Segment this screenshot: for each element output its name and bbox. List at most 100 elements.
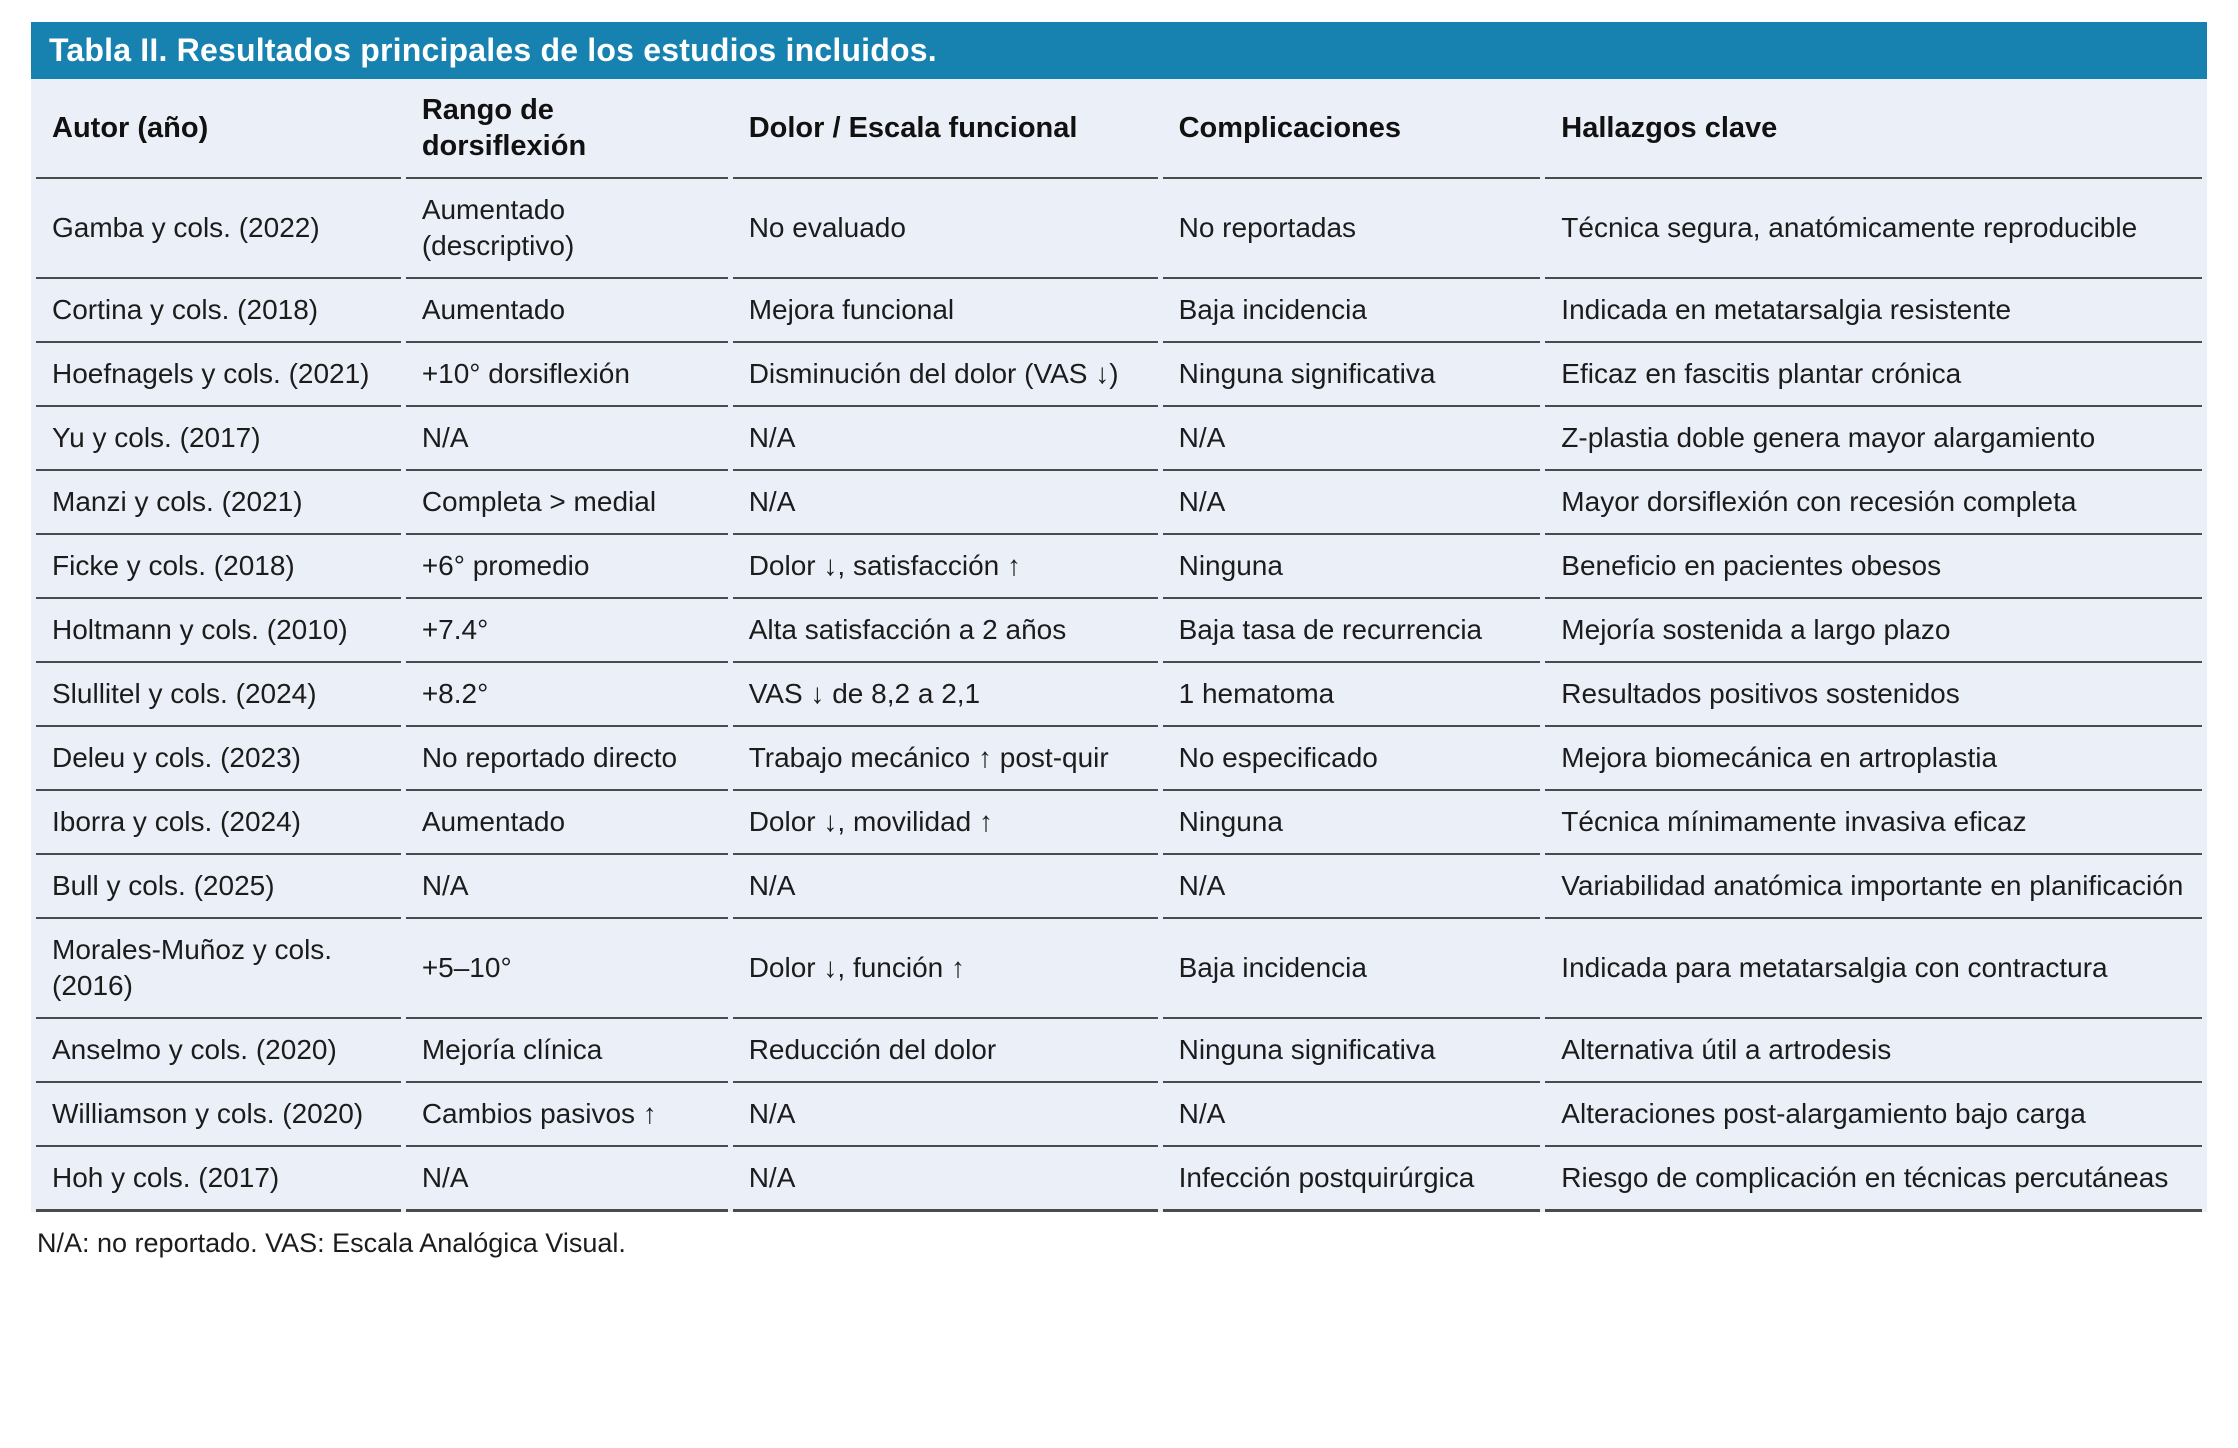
table-cell: Mejoría sostenida a largo plazo: [1545, 599, 2202, 663]
table-cell: +5–10°: [405, 919, 728, 1019]
table-row: Cortina y cols. (2018) Aumentado Mejora fu…: [36, 279, 2202, 343]
table-cell: N/A: [1162, 855, 1541, 919]
column-header-dolor-escala-funcional: Dolor / Escala funcional: [732, 79, 1158, 179]
table-cell: Iborra y cols. (2024): [36, 791, 401, 855]
table-cell: N/A: [732, 855, 1158, 919]
table-cell: N/A: [732, 407, 1158, 471]
table-title: Tabla II. Resultados principales de los …: [49, 32, 937, 68]
table-cell: Holtmann y cols. (2010): [36, 599, 401, 663]
table-cell: Ninguna significativa: [1162, 343, 1541, 407]
table-cell: Dolor ↓, movilidad ↑: [732, 791, 1158, 855]
page: Tabla II. Resultados principales de los …: [31, 22, 2207, 1258]
table-cell: Ninguna: [1162, 791, 1541, 855]
table-cell: Bull y cols. (2025): [36, 855, 401, 919]
table-cell: Indicada para metatarsalgia con contract…: [1545, 919, 2202, 1019]
table-cell: Completa > medial: [405, 471, 728, 535]
table-cell: N/A: [1162, 1083, 1541, 1147]
table-cell: Disminución del dolor (VAS ↓): [732, 343, 1158, 407]
table-cell: Técnica mínimamente invasiva eficaz: [1545, 791, 2202, 855]
table-cell: Baja incidencia: [1162, 279, 1541, 343]
table-cell: Alta satisfacción a 2 años: [732, 599, 1158, 663]
table-cell: Dolor ↓, función ↑: [732, 919, 1158, 1019]
table-cell: N/A: [1162, 407, 1541, 471]
table-cell: Aumentado: [405, 279, 728, 343]
table-row: Hoefnagels y cols. (2021) +10° dorsiflexi…: [36, 343, 2202, 407]
table-cell: Hoefnagels y cols. (2021): [36, 343, 401, 407]
table-row: Yu y cols. (2017) N/A N/A N/A Z-plastia dobl…: [36, 407, 2202, 471]
table-cell: Deleu y cols. (2023): [36, 727, 401, 791]
table-cell: Infección postquirúrgica: [1162, 1147, 1541, 1212]
table-row: Williamson y cols. (2020) Cambios pasivos…: [36, 1083, 2202, 1147]
table-cell: Gamba y cols. (2022): [36, 179, 401, 279]
table-cell: Yu y cols. (2017): [36, 407, 401, 471]
table-footnote: N/A: no reportado. VAS: Escala Analógica…: [37, 1228, 626, 1258]
table-cell: Mejoría clínica: [405, 1019, 728, 1083]
table-cell: Trabajo mecánico ↑ post-quir: [732, 727, 1158, 791]
table-cell: Williamson y cols. (2020): [36, 1083, 401, 1147]
table-cell: +10° dorsiflexión: [405, 343, 728, 407]
table-cell: N/A: [405, 855, 728, 919]
column-header-complicaciones: Complicaciones: [1162, 79, 1541, 179]
table-cell: Mayor dorsiflexión con recesión completa: [1545, 471, 2202, 535]
table-cell: Slullitel y cols. (2024): [36, 663, 401, 727]
table-cell: Baja incidencia: [1162, 919, 1541, 1019]
table-cell: Ficke y cols. (2018): [36, 535, 401, 599]
table-cell: Mejora funcional: [732, 279, 1158, 343]
table-cell: Mejora biomecánica en artroplastia: [1545, 727, 2202, 791]
table-row: Holtmann y cols. (2010) +7.4° Alta satisfa…: [36, 599, 2202, 663]
table-cell: N/A: [732, 471, 1158, 535]
table-cell: Aumentado (descriptivo): [405, 179, 728, 279]
table-body: Gamba y cols. (2022) Aumentado (descripti…: [36, 179, 2202, 1212]
table-cell: N/A: [732, 1083, 1158, 1147]
results-table: Autor (año) Rango de dorsiflexión Dolor …: [31, 79, 2207, 1212]
table-cell: N/A: [405, 1147, 728, 1212]
table-cell: Hoh y cols. (2017): [36, 1147, 401, 1212]
table-row: Morales-Muñoz y cols. (2016) +5–10° Dolor …: [36, 919, 2202, 1019]
table-cell: Beneficio en pacientes obesos: [1545, 535, 2202, 599]
table-row: Slullitel y cols. (2024) +8.2° VAS ↓ de 8,…: [36, 663, 2202, 727]
table-row: Hoh y cols. (2017) N/A N/A Infección postqu…: [36, 1147, 2202, 1212]
table-cell: +8.2°: [405, 663, 728, 727]
table-cell: Morales-Muñoz y cols. (2016): [36, 919, 401, 1019]
table-cell: +7.4°: [405, 599, 728, 663]
table-cell: Alteraciones post-alargamiento bajo carg…: [1545, 1083, 2202, 1147]
table-row: Manzi y cols. (2021) Completa > medial N/A…: [36, 471, 2202, 535]
table-cell: Riesgo de complicación en técnicas percu…: [1545, 1147, 2202, 1212]
table-cell: Alternativa útil a artrodesis: [1545, 1019, 2202, 1083]
table-cell: Indicada en metatarsalgia resistente: [1545, 279, 2202, 343]
table-cell: Técnica segura, anatómicamente reproduci…: [1545, 179, 2202, 279]
table-cell: Dolor ↓, satisfacción ↑: [732, 535, 1158, 599]
header-row: Autor (año) Rango de dorsiflexión Dolor …: [36, 79, 2202, 179]
column-header-autor: Autor (año): [36, 79, 401, 179]
table-row: Anselmo y cols. (2020) Mejoría clínica Red…: [36, 1019, 2202, 1083]
table-cell: Aumentado: [405, 791, 728, 855]
table-cell: Z-plastia doble genera mayor alargamient…: [1545, 407, 2202, 471]
column-header-rango-dorsiflexion: Rango de dorsiflexión: [405, 79, 728, 179]
table-cell: Variabilidad anatómica importante en pla…: [1545, 855, 2202, 919]
table-cell: Resultados positivos sostenidos: [1545, 663, 2202, 727]
table-cell: +6° promedio: [405, 535, 728, 599]
table-cell: Manzi y cols. (2021): [36, 471, 401, 535]
table-title-bar: Tabla II. Resultados principales de los …: [31, 22, 2207, 79]
table-cell: Baja tasa de recurrencia: [1162, 599, 1541, 663]
table-cell: No reportadas: [1162, 179, 1541, 279]
table-cell: No evaluado: [732, 179, 1158, 279]
table-cell: No especificado: [1162, 727, 1541, 791]
table-row: Ficke y cols. (2018) +6° promedio Dolor ↓,…: [36, 535, 2202, 599]
table-row: Deleu y cols. (2023) No reportado directo…: [36, 727, 2202, 791]
table-cell: VAS ↓ de 8,2 a 2,1: [732, 663, 1158, 727]
table-cell: Reducción del dolor: [732, 1019, 1158, 1083]
table-cell: Ninguna: [1162, 535, 1541, 599]
column-header-hallazgos-clave: Hallazgos clave: [1545, 79, 2202, 179]
table-cell: N/A: [1162, 471, 1541, 535]
table-cell: Cambios pasivos ↑: [405, 1083, 728, 1147]
table-header: Autor (año) Rango de dorsiflexión Dolor …: [36, 79, 2202, 179]
table-row: Gamba y cols. (2022) Aumentado (descripti…: [36, 179, 2202, 279]
table-cell: N/A: [732, 1147, 1158, 1212]
table-cell: Cortina y cols. (2018): [36, 279, 401, 343]
table-row: Bull y cols. (2025) N/A N/A N/A Variabilidad…: [36, 855, 2202, 919]
table-cell: Ninguna significativa: [1162, 1019, 1541, 1083]
table-row: Iborra y cols. (2024) Aumentado Dolor ↓, m…: [36, 791, 2202, 855]
table-cell: N/A: [405, 407, 728, 471]
table-cell: Eficaz en fascitis plantar crónica: [1545, 343, 2202, 407]
